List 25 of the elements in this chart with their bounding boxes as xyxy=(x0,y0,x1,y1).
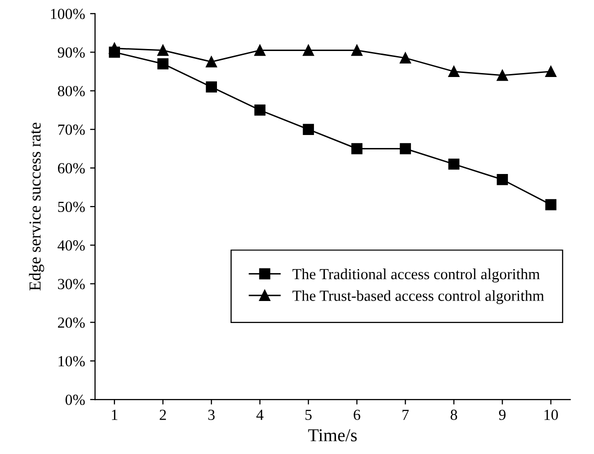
legend-label: The Traditional access control algorithm xyxy=(292,268,540,282)
y-axis-title: Edge service success rate xyxy=(28,122,44,291)
y-tick-label: 10% xyxy=(58,356,85,366)
y-tick-label: 40% xyxy=(58,240,85,251)
y-tick-label: 80% xyxy=(58,86,85,96)
x-tick-label: 5 xyxy=(305,410,312,420)
x-tick-label: 4 xyxy=(256,410,264,420)
x-tick-label: 3 xyxy=(208,410,215,420)
legend-label: The Trust-based access control algorithm xyxy=(292,290,544,304)
x-tick-label: 1 xyxy=(112,410,118,420)
y-tick-label: 20% xyxy=(58,317,85,328)
x-tick-label: 2 xyxy=(160,410,166,420)
y-tick-label: 30% xyxy=(58,278,85,290)
x-axis-title: Time/s xyxy=(308,429,357,442)
y-tick-label: 50% xyxy=(58,202,85,212)
x-tick-label: 7 xyxy=(402,410,409,420)
y-tick-label: 70% xyxy=(58,124,85,135)
x-tick-label: 6 xyxy=(354,410,360,420)
y-tick-label: 60% xyxy=(58,163,85,174)
x-tick-label: 8 xyxy=(450,410,458,420)
y-tick-label: 0% xyxy=(66,394,85,406)
y-tick-label: 100% xyxy=(51,8,85,20)
y-tick-label: 90% xyxy=(58,47,85,58)
x-tick-label: 10 xyxy=(544,410,558,420)
x-tick-label: 9 xyxy=(499,410,506,420)
